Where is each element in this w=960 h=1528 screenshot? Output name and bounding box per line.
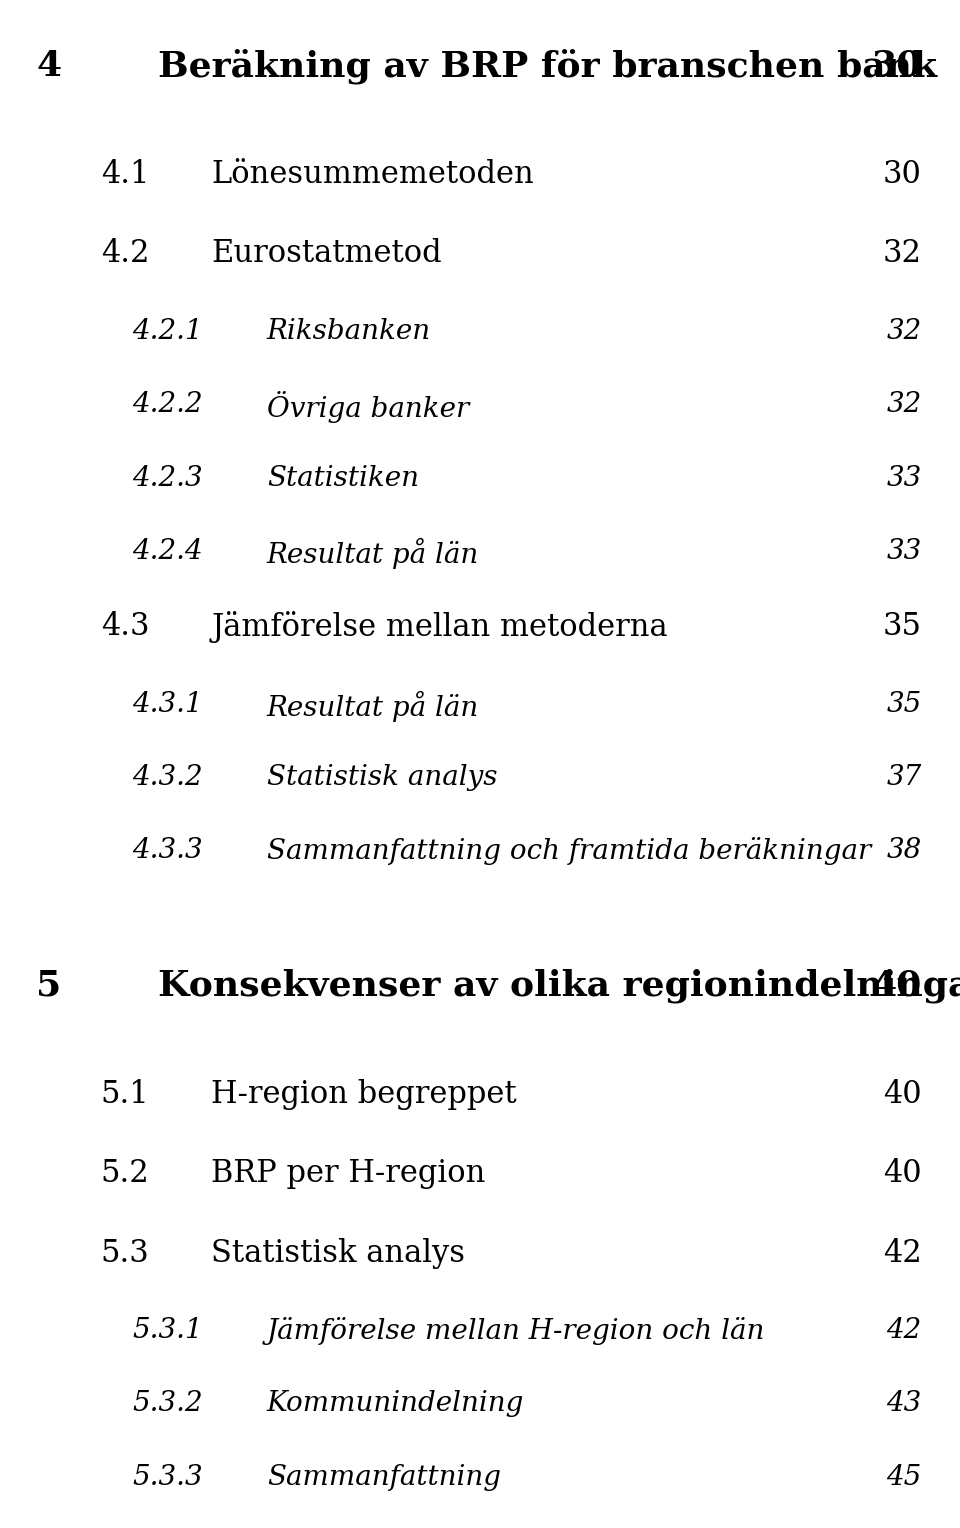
Text: 4.3.3: 4.3.3 [132, 837, 204, 865]
Text: 40: 40 [883, 1158, 922, 1189]
Text: Sammanfattning och framtida beräkningar: Sammanfattning och framtida beräkningar [267, 837, 871, 865]
Text: 33: 33 [886, 538, 922, 565]
Text: 5.2: 5.2 [101, 1158, 150, 1189]
Text: 5.3.1: 5.3.1 [132, 1317, 204, 1345]
Text: 30: 30 [883, 159, 922, 189]
Text: Jämförelse mellan H-region och län: Jämförelse mellan H-region och län [267, 1317, 765, 1345]
Text: 33: 33 [886, 465, 922, 492]
Text: 35: 35 [886, 691, 922, 718]
Text: Resultat på län: Resultat på län [267, 538, 479, 568]
Text: 4.2.4: 4.2.4 [132, 538, 204, 565]
Text: Beräkning av BRP för branschen bank: Beräkning av BRP för branschen bank [158, 49, 937, 84]
Text: 43: 43 [886, 1390, 922, 1418]
Text: 35: 35 [882, 611, 922, 642]
Text: 32: 32 [886, 391, 922, 419]
Text: 42: 42 [883, 1238, 922, 1268]
Text: 5.1: 5.1 [101, 1079, 150, 1109]
Text: 5: 5 [36, 969, 61, 1002]
Text: 37: 37 [886, 764, 922, 792]
Text: Statistisk analys: Statistisk analys [267, 764, 497, 792]
Text: 4.2.2: 4.2.2 [132, 391, 204, 419]
Text: 40: 40 [872, 969, 922, 1002]
Text: 38: 38 [886, 837, 922, 865]
Text: 5.3.2: 5.3.2 [132, 1390, 204, 1418]
Text: 4.3: 4.3 [101, 611, 150, 642]
Text: 4.2.3: 4.2.3 [132, 465, 204, 492]
Text: BRP per H-region: BRP per H-region [211, 1158, 486, 1189]
Text: Riksbanken: Riksbanken [267, 318, 431, 345]
Text: 32: 32 [882, 238, 922, 269]
Text: 4: 4 [36, 49, 61, 83]
Text: 4.1: 4.1 [101, 159, 150, 189]
Text: Statistiken: Statistiken [267, 465, 419, 492]
Text: Lönesummemetoden: Lönesummemetoden [211, 159, 534, 189]
Text: 5.3.3: 5.3.3 [132, 1464, 204, 1491]
Text: 4.3.2: 4.3.2 [132, 764, 204, 792]
Text: Resultat på län: Resultat på län [267, 691, 479, 721]
Text: 42: 42 [886, 1317, 922, 1345]
Text: Kommunindelning: Kommunindelning [267, 1390, 524, 1418]
Text: 45: 45 [886, 1464, 922, 1491]
Text: Övriga banker: Övriga banker [267, 391, 469, 423]
Text: Sammanfattning: Sammanfattning [267, 1464, 501, 1491]
Text: Jämförelse mellan metoderna: Jämförelse mellan metoderna [211, 611, 668, 643]
Text: Eurostatmetod: Eurostatmetod [211, 238, 442, 269]
Text: Konsekvenser av olika regionindelningar: Konsekvenser av olika regionindelningar [158, 969, 960, 1004]
Text: H-region begreppet: H-region begreppet [211, 1079, 516, 1109]
Text: 30: 30 [872, 49, 922, 83]
Text: Statistisk analys: Statistisk analys [211, 1238, 466, 1268]
Text: 4.2: 4.2 [101, 238, 150, 269]
Text: 32: 32 [886, 318, 922, 345]
Text: 4.2.1: 4.2.1 [132, 318, 204, 345]
Text: 40: 40 [883, 1079, 922, 1109]
Text: 4.3.1: 4.3.1 [132, 691, 204, 718]
Text: 5.3: 5.3 [101, 1238, 150, 1268]
